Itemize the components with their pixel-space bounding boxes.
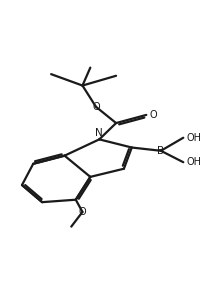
- Text: OH: OH: [187, 133, 202, 143]
- Text: O: O: [92, 102, 100, 112]
- Text: O: O: [150, 110, 158, 120]
- Text: B: B: [157, 146, 165, 156]
- Text: O: O: [79, 207, 86, 217]
- Text: OH: OH: [187, 157, 202, 167]
- Text: N: N: [95, 128, 103, 138]
